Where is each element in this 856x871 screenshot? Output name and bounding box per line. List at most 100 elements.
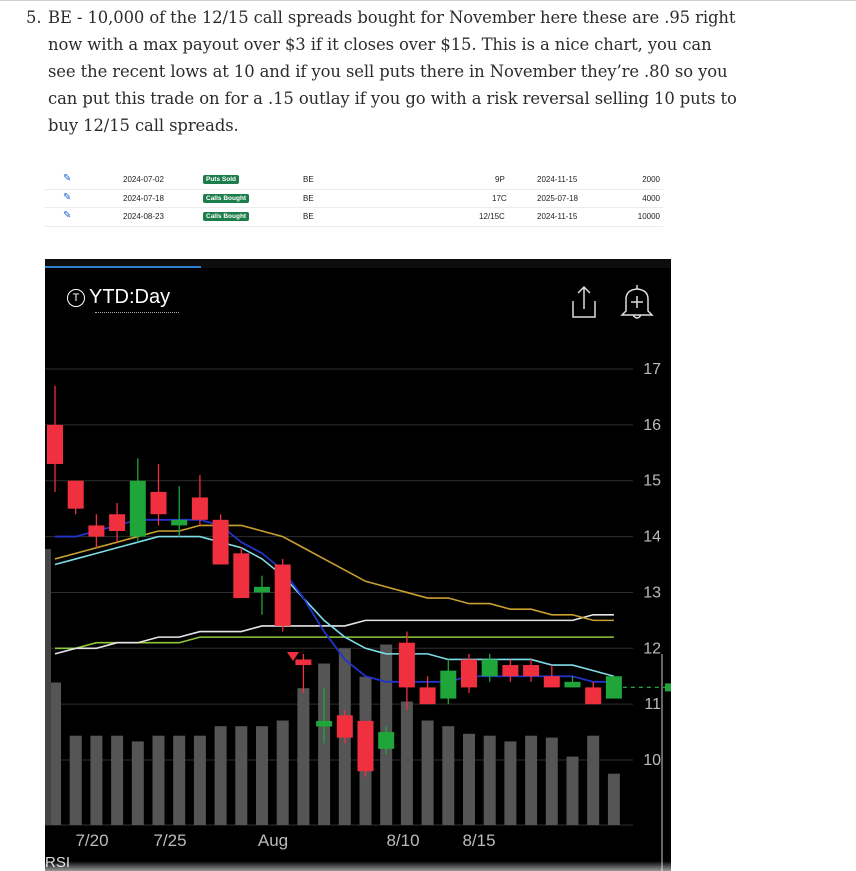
list-number: 5. bbox=[26, 8, 42, 27]
candle-body bbox=[47, 424, 63, 464]
volume-bar bbox=[504, 741, 517, 825]
ticker: BE bbox=[303, 212, 314, 221]
trade-date: 2024-08-23 bbox=[123, 212, 164, 221]
paragraph-line: can put this trade on for a .15 outlay i… bbox=[48, 89, 737, 108]
volume-bar bbox=[566, 756, 579, 825]
volume-bar bbox=[69, 735, 82, 825]
candle-body bbox=[605, 676, 622, 699]
volume-bar bbox=[297, 688, 310, 825]
y-tick-label: 12 bbox=[643, 640, 661, 657]
volume-bar bbox=[152, 735, 165, 825]
trades-table: ✎ 2024-07-02 Puts Sold BE 9P 2024-11-15 … bbox=[45, 171, 663, 227]
strike: 12/15C bbox=[479, 212, 505, 221]
strike: 9P bbox=[495, 175, 505, 184]
volume-bar bbox=[483, 735, 496, 825]
candle-body bbox=[398, 642, 415, 688]
volume-bar bbox=[587, 735, 600, 825]
candle-body bbox=[67, 480, 84, 509]
expiry: 2024-11-15 bbox=[537, 212, 578, 221]
timeframe-icon: T bbox=[67, 289, 85, 307]
bottom-fade bbox=[0, 861, 856, 871]
volume-bar bbox=[463, 733, 475, 825]
paragraph-line: now with a max payout over $3 if it clos… bbox=[48, 35, 712, 54]
candle-body bbox=[233, 553, 250, 599]
top-divider bbox=[0, 0, 856, 1]
y-tick-label: 10 bbox=[643, 752, 661, 769]
expiry: 2024-11-15 bbox=[537, 175, 578, 184]
bell-plus-icon[interactable] bbox=[620, 285, 654, 319]
expiry: 2025-07-18 bbox=[537, 193, 578, 203]
share-icon[interactable] bbox=[572, 285, 596, 318]
trade-date: 2024-07-02 bbox=[123, 175, 164, 184]
timeframe-label: YTD:Day bbox=[89, 286, 171, 308]
volume-bar bbox=[421, 720, 434, 825]
candle-body bbox=[274, 564, 291, 626]
volume-bar bbox=[607, 773, 620, 825]
candle-body bbox=[502, 665, 519, 677]
loading-track bbox=[45, 259, 671, 268]
candle-body bbox=[419, 687, 436, 705]
pencil-icon[interactable]: ✎ bbox=[63, 191, 72, 203]
table-row: ✎ 2024-07-18 Calls Bought BE 17C 2025-07… bbox=[45, 190, 663, 208]
quantity: 4000 bbox=[642, 193, 660, 203]
volume-bar bbox=[318, 663, 331, 825]
x-tick-label: 7/20 bbox=[75, 831, 108, 850]
paragraph-line: BE - 10,000 of the 12/15 call spreads bo… bbox=[48, 8, 736, 27]
candle-body bbox=[336, 715, 353, 738]
volume-bar bbox=[400, 701, 413, 825]
action-badge: Calls Bought bbox=[203, 193, 250, 203]
chart-canvas[interactable]: 17 16 15 14 13 12 11 10 7/20 7/25 Aug 8/10 8/15 bbox=[45, 259, 671, 871]
candle-body bbox=[440, 670, 457, 699]
volume-bar bbox=[235, 726, 248, 825]
quantity: 10000 bbox=[637, 212, 660, 221]
volume-bar bbox=[214, 726, 227, 825]
y-tick-label: 14 bbox=[643, 529, 661, 546]
y-tick-label: 15 bbox=[643, 473, 661, 490]
table-row: ✎ 2024-08-23 Calls Bought BE 12/15C 2024… bbox=[45, 208, 663, 227]
loading-bar bbox=[45, 266, 201, 268]
candle-body bbox=[295, 659, 312, 666]
volume-bar bbox=[45, 549, 51, 825]
candle-body bbox=[357, 720, 374, 772]
ma-blue-line bbox=[55, 518, 614, 683]
candle-body bbox=[316, 720, 333, 727]
ma-cyan-line bbox=[54, 535, 615, 678]
candle-body bbox=[88, 525, 105, 537]
x-tick-label: 8/15 bbox=[462, 831, 495, 850]
timeframe-selector[interactable]: T YTD:Day bbox=[67, 286, 179, 313]
y-tick-label: 17 bbox=[643, 361, 661, 378]
volume-bar bbox=[49, 682, 61, 825]
candle-body bbox=[564, 681, 581, 688]
y-tick-label: 16 bbox=[643, 417, 661, 434]
volume-bar bbox=[173, 735, 186, 825]
x-tick-label: Aug bbox=[258, 831, 288, 850]
candle-body bbox=[523, 665, 540, 677]
candle-body bbox=[171, 519, 188, 526]
paragraph-line: buy 12/15 call spreads. bbox=[48, 116, 239, 135]
y-tick-label: 13 bbox=[643, 584, 661, 601]
volume-bar bbox=[442, 726, 455, 825]
quantity: 2000 bbox=[642, 175, 660, 184]
x-tick-label: 7/25 bbox=[153, 831, 186, 850]
candle-body bbox=[191, 497, 208, 520]
volume-bar bbox=[545, 737, 558, 825]
candle-body bbox=[481, 659, 498, 677]
stock-chart[interactable]: 17 16 15 14 13 12 11 10 7/20 7/25 Aug 8/10 8/15 T YTD… bbox=[45, 259, 671, 871]
candle-body bbox=[543, 676, 560, 688]
ma-white-line bbox=[54, 613, 614, 655]
pencil-icon[interactable]: ✎ bbox=[63, 210, 72, 221]
candle-body bbox=[378, 732, 395, 749]
pencil-icon[interactable]: ✎ bbox=[63, 173, 72, 184]
candle-body bbox=[109, 514, 126, 531]
volume-bar bbox=[131, 741, 144, 825]
ticker: BE bbox=[303, 175, 314, 184]
candle-body bbox=[585, 687, 602, 705]
volume-bar bbox=[256, 726, 268, 825]
candle-body bbox=[254, 586, 270, 593]
candle-body bbox=[129, 480, 146, 537]
action-badge: Calls Bought bbox=[203, 212, 250, 221]
candle-body bbox=[150, 491, 167, 515]
ma-orange-line bbox=[54, 524, 614, 622]
paragraph-line: see the recent lows at 10 and if you sel… bbox=[48, 62, 728, 81]
x-tick-label: 8/10 bbox=[386, 831, 419, 850]
